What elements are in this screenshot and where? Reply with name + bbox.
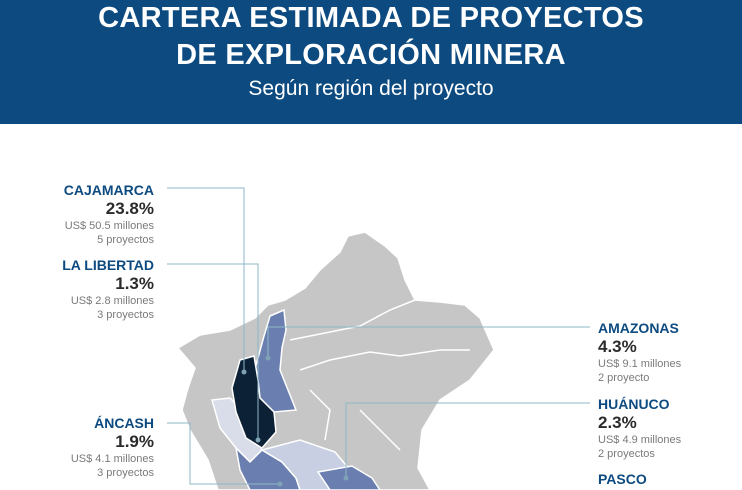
leader-line-amazonas	[267, 326, 590, 358]
region-name: PASCO	[598, 471, 647, 487]
leader-dot-huanuco	[343, 475, 349, 481]
title-line-2: DE EXPLORACIÓN MINERA	[176, 39, 566, 71]
leader-dot-amazonas	[265, 355, 271, 361]
region-name: HUÁNUCO	[598, 396, 670, 412]
leader-line-ancash	[167, 422, 280, 485]
header-banner: CARTERA ESTIMADA DE PROYECTOS DE EXPLORA…	[0, 0, 742, 124]
region-percent: 1.9%	[115, 432, 154, 451]
region-amount: US$ 50.5 millones	[64, 220, 154, 232]
region-percent: 1.3%	[115, 274, 154, 293]
leader-dot-cajamarca	[241, 369, 247, 375]
label-pasco: PASCO	[598, 471, 647, 488]
label-huanuco: HUÁNUCO 2.3% US$ 4.9 millones 2 proyecto…	[598, 396, 681, 461]
region-percent: 23.8%	[105, 199, 154, 218]
region-percent: 2.3%	[598, 413, 637, 432]
leader-line-huanuco	[345, 402, 590, 478]
region-projects: 2 proyectos	[598, 448, 655, 460]
region-projects: 2 proyecto	[598, 372, 650, 384]
leader-line-la-libertad	[167, 263, 259, 440]
label-ancash: ÁNCASH 1.9% US$ 4.1 millones 3 proyectos	[71, 415, 154, 480]
region-cajamarca-shape	[231, 355, 277, 449]
region-amount: US$ 4.9 millones	[598, 434, 682, 446]
subtitle: Según región del proyecto	[248, 77, 494, 100]
region-name: ÁNCASH	[94, 415, 154, 431]
land-mass	[176, 231, 495, 490]
title-line-1: CARTERA ESTIMADA DE PROYECTOS	[98, 2, 644, 34]
region-name: CAJAMARCA	[63, 182, 154, 198]
label-amazonas: AMAZONAS 4.3% US$ 9.1 millones 2 proyect…	[598, 320, 681, 385]
label-cajamarca: CAJAMARCA 23.8% US$ 50.5 millones 5 proy…	[64, 182, 154, 247]
leader-dot-la-libertad	[255, 437, 261, 443]
leader-line-cajamarca	[167, 187, 245, 372]
region-border-loreto	[289, 299, 470, 451]
region-projects: 3 proyectos	[97, 309, 154, 321]
region-amount: US$ 4.1 millones	[70, 453, 154, 465]
leader-dot-ancash	[277, 481, 283, 487]
region-amount: US$ 2.8 millones	[70, 295, 154, 307]
region-name: LA LIBERTAD	[62, 257, 154, 273]
region-percent: 4.3%	[598, 337, 637, 356]
region-name: AMAZONAS	[598, 320, 679, 336]
region-amount: US$ 9.1 millones	[598, 358, 682, 370]
label-la-libertad: LA LIBERTAD 1.3% US$ 2.8 millones 3 proy…	[62, 257, 154, 322]
region-projects: 3 proyectos	[97, 467, 154, 479]
region-projects: 5 proyectos	[97, 234, 154, 246]
